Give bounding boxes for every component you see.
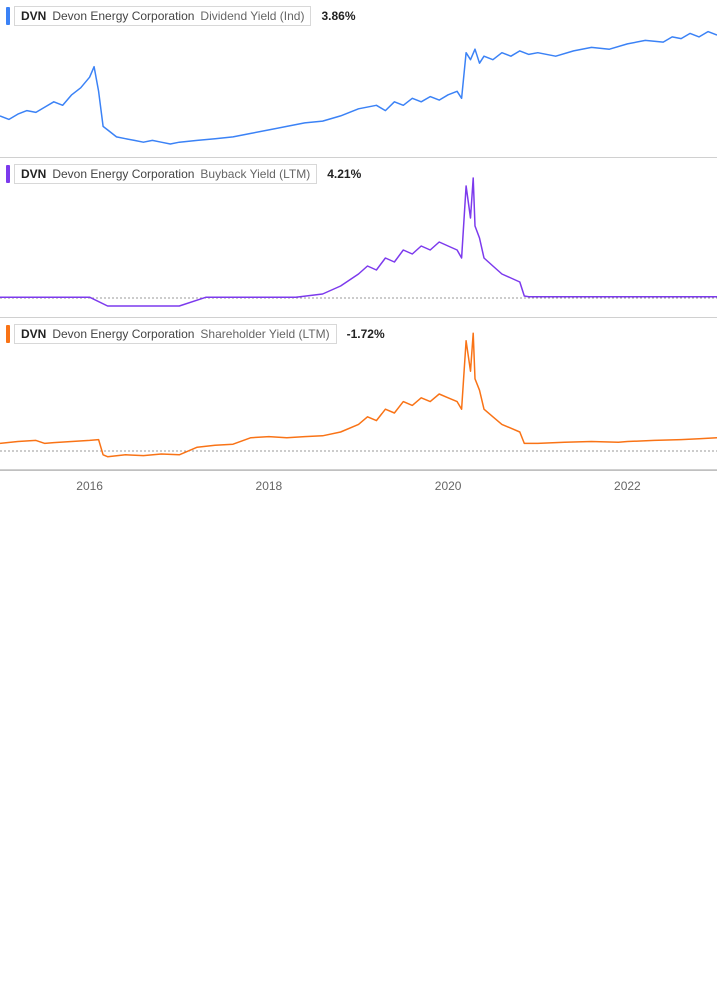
legend-shareholder: DVN Devon Energy Corporation Shareholder Y… (6, 324, 385, 344)
legend-dividend: DVN Devon Energy Corporation Dividend Yiel… (6, 6, 356, 26)
x-tick-label: 2020 (435, 479, 462, 493)
legend-ticker: DVN (21, 9, 46, 23)
legend-ticker: DVN (21, 167, 46, 181)
chart-container: DVN Devon Energy Corporation Dividend Yiel… (0, 0, 717, 500)
legend-metric: Shareholder Yield (LTM) (200, 327, 329, 341)
series-line-shareholder (0, 333, 717, 457)
series-line-dividend (0, 32, 717, 144)
legend-value: 3.86% (321, 9, 355, 23)
legend-value: 4.21% (327, 167, 361, 181)
legend-box: DVN Devon Energy Corporation Shareholder Y… (14, 324, 337, 344)
legend-color-chip (6, 7, 10, 25)
legend-company: Devon Energy Corporation (52, 167, 194, 181)
legend-box: DVN Devon Energy Corporation Buyback Yield… (14, 164, 317, 184)
legend-metric: Buyback Yield (LTM) (200, 167, 310, 181)
chart-panel-buyback: DVN Devon Energy Corporation Buyback Yield… (0, 158, 717, 318)
legend-color-chip (6, 165, 10, 183)
legend-value: -1.72% (347, 327, 385, 341)
legend-ticker: DVN (21, 327, 46, 341)
legend-box: DVN Devon Energy Corporation Dividend Yiel… (14, 6, 311, 26)
legend-company: Devon Energy Corporation (52, 9, 194, 23)
legend-company: Devon Energy Corporation (52, 327, 194, 341)
x-tick-label: 2022 (614, 479, 641, 493)
x-axis: 2016 2018 2020 2022 (0, 470, 717, 500)
legend-color-chip (6, 325, 10, 343)
series-line-buyback (0, 178, 717, 306)
chart-panel-shareholder: DVN Devon Energy Corporation Shareholder Y… (0, 318, 717, 470)
legend-metric: Dividend Yield (Ind) (200, 9, 304, 23)
legend-buyback: DVN Devon Energy Corporation Buyback Yield… (6, 164, 361, 184)
chart-panel-dividend: DVN Devon Energy Corporation Dividend Yiel… (0, 0, 717, 158)
x-tick-label: 2018 (256, 479, 283, 493)
x-tick-label: 2016 (76, 479, 103, 493)
